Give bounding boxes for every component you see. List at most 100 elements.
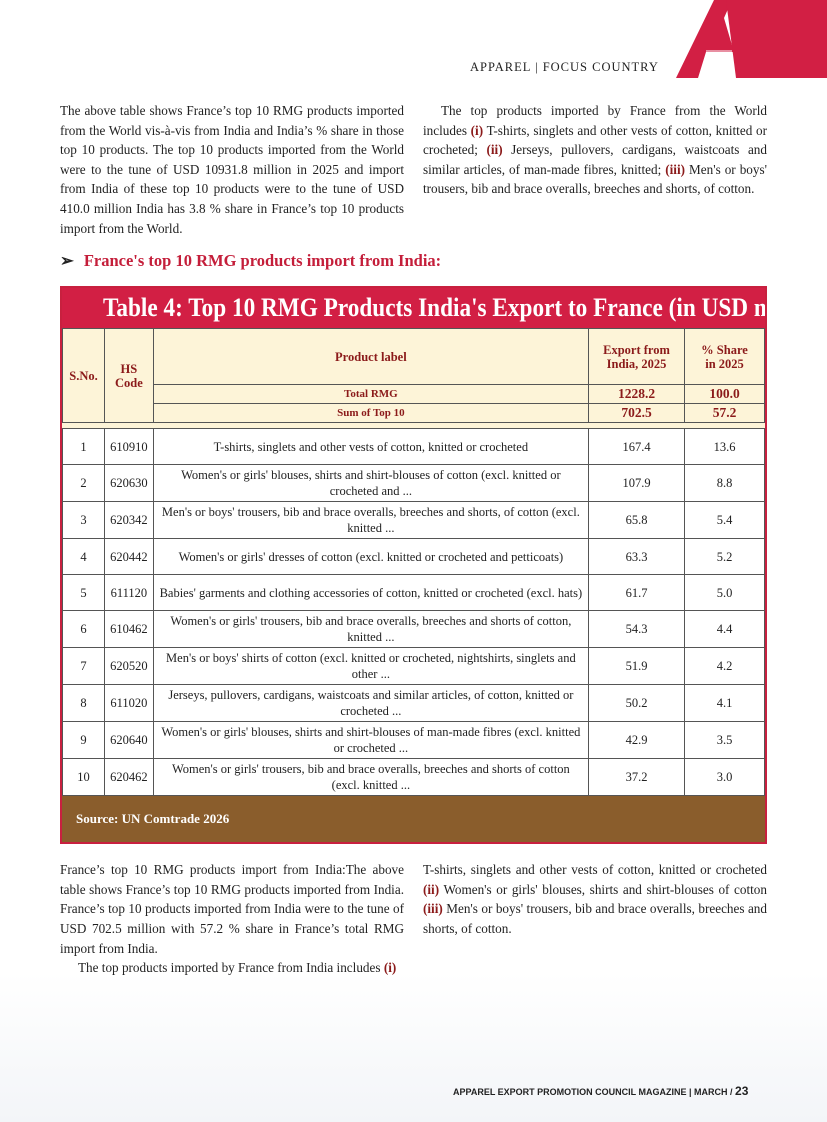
row-export: 167.4 <box>588 428 685 466</box>
table-title: Table 4: Top 10 RMG Products India's Exp… <box>102 293 765 323</box>
header-export: Export from India, 2025 <box>588 328 685 386</box>
header-share: % Share in 2025 <box>684 328 765 386</box>
list-marker: (iii) <box>423 901 443 917</box>
intro-right-paragraph: The top products imported by France from… <box>423 101 767 238</box>
section-header: APPAREL | FOCUS COUNTRY <box>470 60 659 74</box>
intro-columns: The above table shows France’s top 10 RM… <box>60 101 767 238</box>
row-share: 3.5 <box>684 721 765 760</box>
row-hs-code: 610910 <box>104 428 154 466</box>
table-row: 3 620342 Men's or boys' trousers, bib and … <box>62 501 765 540</box>
sum-top10-label: Sum of Top 10 <box>152 403 590 424</box>
data-table: Table 4: Top 10 RMG Products India's Exp… <box>60 286 767 845</box>
row-export: 54.3 <box>588 610 685 649</box>
table-row: 7 620520 Men's or boys' shirts of cotton (… <box>62 647 765 686</box>
row-product-label: T-shirts, singlets and other vests of co… <box>152 428 590 466</box>
list-marker: (ii) <box>423 881 440 897</box>
outro-right-paragraph: T-shirts, singlets and other vests of co… <box>423 860 767 978</box>
sum-top10-export: 702.5 <box>588 403 685 424</box>
row-export: 51.9 <box>588 647 685 686</box>
paragraph: France’s top 10 RMG products import from… <box>60 860 404 958</box>
paragraph-text: France’s top 10 RMG products import from… <box>60 862 404 956</box>
row-export: 37.2 <box>588 758 685 797</box>
page-content: The above table shows France’s top 10 RM… <box>60 101 767 978</box>
table-row: 5 611120 Babies' garments and clothing acc… <box>62 574 765 612</box>
paragraph: The top products imported by France from… <box>60 958 404 978</box>
row-product-label: Women's or girls' blouses, shirts and sh… <box>152 721 590 760</box>
table-row: 2 620630 Women's or girls' blouses, shirts… <box>62 464 765 503</box>
list-marker: (i) <box>470 122 484 138</box>
row-product-label: Babies' garments and clothing accessorie… <box>152 574 590 612</box>
row-hs-code: 620442 <box>104 538 154 576</box>
row-product-label: Men's or boys' shirts of cotton (excl. k… <box>152 647 590 686</box>
paragraph-text: Women's or girls' blouses, shirts and sh… <box>439 881 767 897</box>
row-hs-code: 620630 <box>104 464 154 503</box>
total-rmg-label: Total RMG <box>152 384 590 405</box>
outro-left-paragraph: France’s top 10 RMG products import from… <box>60 860 404 978</box>
paragraph-text: Men's or boys' trousers, bib and brace o… <box>423 161 767 197</box>
row-hs-code: 610462 <box>104 610 154 649</box>
row-product-label: Women's or girls' trousers, bib and brac… <box>152 758 590 797</box>
magazine-logo-a-icon <box>676 0 827 78</box>
paragraph: The above table shows France’s top 10 RM… <box>60 101 404 238</box>
row-sno: 3 <box>62 501 105 540</box>
row-share: 5.4 <box>684 501 765 540</box>
header-product-label: Product label <box>152 328 590 386</box>
table-row: 10 620462 Women's or girls' trousers, bib … <box>62 758 765 797</box>
row-product-label: Jerseys, pullovers, cardigans, waistcoat… <box>152 684 590 723</box>
background-band <box>0 972 827 1122</box>
row-export: 61.7 <box>588 574 685 612</box>
page-footer: APPAREL EXPORT PROMOTION COUNCIL MAGAZIN… <box>453 1084 748 1098</box>
row-sno: 7 <box>62 647 105 686</box>
row-sno: 2 <box>62 464 105 503</box>
arrow-bullet-icon: ➢ <box>60 251 74 271</box>
row-export: 50.2 <box>588 684 685 723</box>
paragraph-text: Jerseys, pullovers, cardigans, waistcoat… <box>423 142 767 177</box>
row-product-label: Women's or girls' blouses, shirts and sh… <box>152 464 590 503</box>
intro-left-paragraph: The above table shows France’s top 10 RM… <box>60 101 404 238</box>
page-number: 23 <box>735 1084 749 1098</box>
list-marker: (i) <box>383 960 397 976</box>
row-share: 13.6 <box>684 428 765 466</box>
paragraph-text: Men's or boys' trousers, bib and brace o… <box>423 901 767 936</box>
row-sno: 9 <box>62 721 105 760</box>
paragraph-text: The above table shows France’s top 10 RM… <box>60 103 404 236</box>
row-product-label: Women's or girls' trousers, bib and brac… <box>152 610 590 649</box>
row-share: 5.2 <box>684 538 765 576</box>
paragraph-text: The top products imported by France from… <box>78 960 384 976</box>
row-export: 42.9 <box>588 721 685 760</box>
row-share: 4.1 <box>684 684 765 723</box>
header-hs-code: HS Code <box>104 328 154 424</box>
sum-top10-share: 57.2 <box>684 403 765 424</box>
row-sno: 8 <box>62 684 105 723</box>
row-export: 107.9 <box>588 464 685 503</box>
total-rmg-export: 1228.2 <box>588 384 685 405</box>
row-hs-code: 620640 <box>104 721 154 760</box>
paragraph-text: T-shirts, singlets and other vests of co… <box>423 862 767 878</box>
row-hs-code: 620462 <box>104 758 154 797</box>
row-share: 8.8 <box>684 464 765 503</box>
row-share: 5.0 <box>684 574 765 612</box>
paragraph: T-shirts, singlets and other vests of co… <box>423 860 767 938</box>
paragraph-text: T-shirts, singlets and other vests of co… <box>423 122 767 158</box>
row-share: 4.4 <box>684 610 765 649</box>
list-marker: (ii) <box>486 142 503 158</box>
row-sno: 4 <box>62 538 105 576</box>
row-product-label: Women's or girls' dresses of cotton (exc… <box>152 538 590 576</box>
row-product-label: Men's or boys' trousers, bib and brace o… <box>152 501 590 540</box>
paragraph: The top products imported by France from… <box>423 101 767 199</box>
row-sno: 6 <box>62 610 105 649</box>
section-heading-text: France's top 10 RMG products import from… <box>83 251 442 271</box>
row-export: 65.8 <box>588 501 685 540</box>
table-row: 1 610910 T-shirts, singlets and other vest… <box>62 428 765 466</box>
outro-columns: France’s top 10 RMG products import from… <box>60 860 767 978</box>
row-share: 4.2 <box>684 647 765 686</box>
table-row: 8 611020 Jerseys, pullovers, cardigans, wa… <box>62 684 765 723</box>
footer-text: APPAREL EXPORT PROMOTION COUNCIL MAGAZIN… <box>453 1087 736 1097</box>
row-sno: 1 <box>62 428 105 466</box>
total-rmg-share: 100.0 <box>684 384 765 405</box>
section-heading: ➢ France's top 10 RMG products import fro… <box>60 250 767 272</box>
row-sno: 5 <box>62 574 105 612</box>
list-marker: (iii) <box>665 161 686 177</box>
row-share: 3.0 <box>684 758 765 797</box>
row-hs-code: 611120 <box>104 574 154 612</box>
